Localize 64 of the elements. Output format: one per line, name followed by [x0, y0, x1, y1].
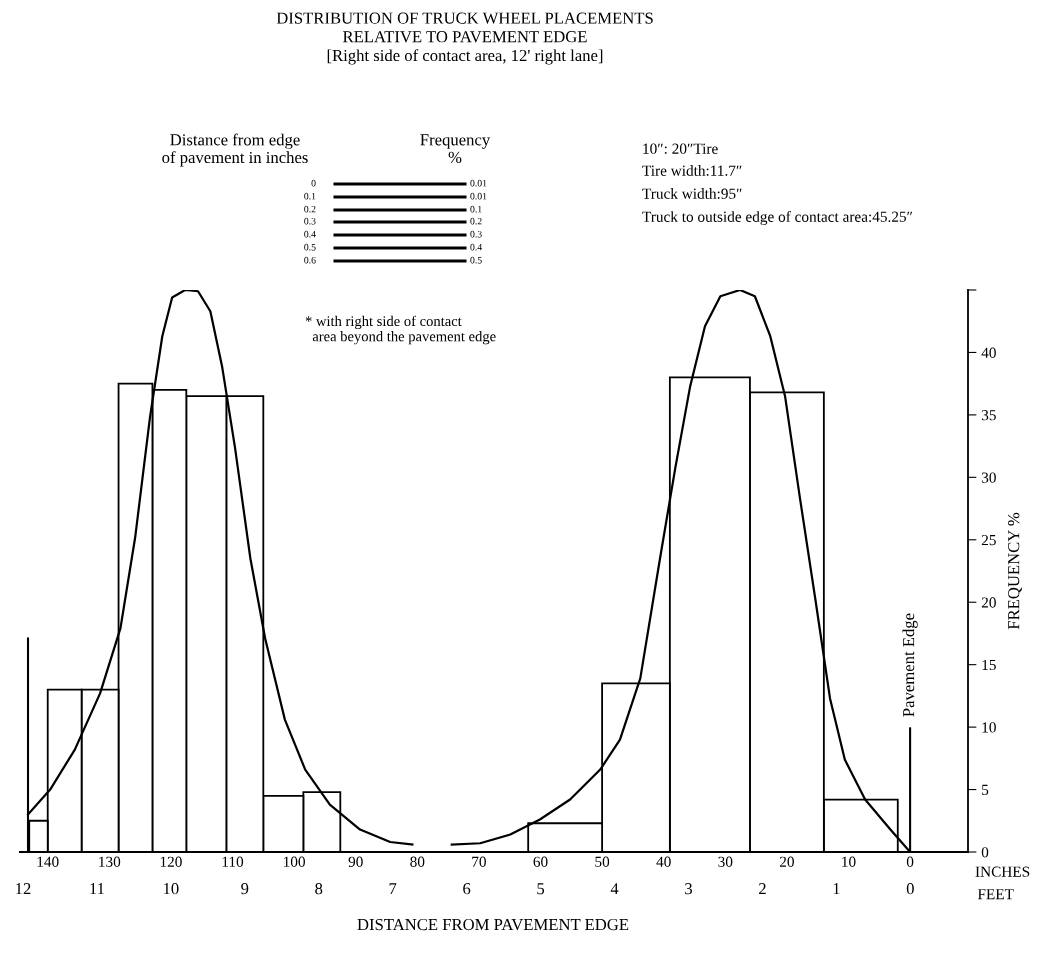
text: 0.1 [470, 205, 482, 213]
text: Distance from edge of pavement in inches [162, 133, 308, 167]
x2-tick-label: 4 [610, 883, 619, 895]
annotation: * with right side of contact area beyond the pavement edge [305, 315, 496, 345]
text: 0.6 [304, 256, 316, 264]
text: 0.2 [470, 217, 482, 225]
x2-tick-label: 10 [163, 883, 179, 895]
y-tick-label: 0 [981, 847, 989, 858]
x-tick-label: 110 [222, 856, 244, 867]
text: INCHES [975, 866, 1030, 877]
x2-tick-label: 0 [906, 883, 914, 895]
x-tick-label: 140 [37, 856, 59, 867]
x2-axis-title: FEET [977, 889, 1014, 900]
text: 0.01 [470, 192, 487, 200]
x-tick-label: 60 [533, 856, 548, 867]
y-tick-label: 35 [981, 410, 996, 421]
y-tick-label: 30 [981, 472, 996, 483]
text: Truck to outside edge of contact area:45.25″ [642, 210, 913, 226]
x-tick-label: 20 [779, 856, 794, 867]
x-tick-label: 90 [348, 856, 363, 867]
x-tick-label: 80 [410, 856, 425, 867]
text: 0.3 [304, 217, 316, 225]
text: 10″: 20″Tire [643, 143, 718, 154]
text: Frequency % [420, 134, 491, 163]
x2-tick-label: 2 [758, 883, 766, 895]
y-tick-label: 20 [981, 597, 996, 608]
x-tick-label: 10 [842, 856, 856, 867]
x2-tick-label: 8 [315, 883, 323, 895]
x2-tick-label: 1 [833, 883, 840, 895]
text: 0.1 [304, 192, 316, 200]
text: 0.2 [304, 205, 316, 213]
chart-title: DISTRIBUTION OF TRUCK WHEEL PLACEMENTS RELATIVE TO PAVEMENT EDGE [Right side of contact area, 12' right lane] [276, 12, 653, 65]
text: 0.4 [304, 230, 316, 238]
x-tick-label: 50 [595, 856, 610, 867]
x-tick-label: 0 [906, 856, 914, 867]
x-tick-label: 120 [160, 856, 182, 867]
x2-tick-label: 3 [685, 883, 692, 895]
x2-tick-label: 7 [389, 883, 397, 895]
y-tick-label: 15 [982, 659, 996, 671]
text: 0.5 [470, 256, 482, 264]
x2-tick-label: 11 [90, 883, 104, 895]
x-tick-label: 70 [472, 856, 486, 867]
x2-tick-label: 6 [463, 883, 471, 895]
text: 0.01 [470, 179, 487, 187]
text: Tire width:11.7″ [642, 165, 742, 176]
x2-tick-label: 5 [537, 883, 545, 895]
ref-line-label: Pavement Edge [902, 613, 918, 717]
x-axis-title: DISTANCE FROM PAVEMENT EDGE [357, 918, 629, 931]
text: 0 [311, 179, 316, 187]
y-axis-title: FREQUENCY % [1008, 512, 1022, 630]
x-tick-label: 30 [718, 856, 733, 867]
text: Truck width:95″ [642, 188, 742, 199]
y-tick-label: 10 [982, 722, 996, 733]
text: 0.3 [470, 230, 482, 238]
x2-tick-label: 9 [241, 883, 249, 895]
x-tick-label: 130 [99, 856, 121, 867]
x-tick-label: 100 [284, 856, 305, 867]
x2-tick-label: 12 [16, 883, 31, 895]
y-tick-label: 5 [982, 784, 989, 796]
text: 0.4 [470, 243, 482, 251]
x-tick-label: 40 [656, 856, 671, 867]
y-tick-label: 40 [981, 347, 996, 358]
y-tick-label: 25 [981, 534, 996, 546]
text: 0.5 [304, 243, 316, 251]
